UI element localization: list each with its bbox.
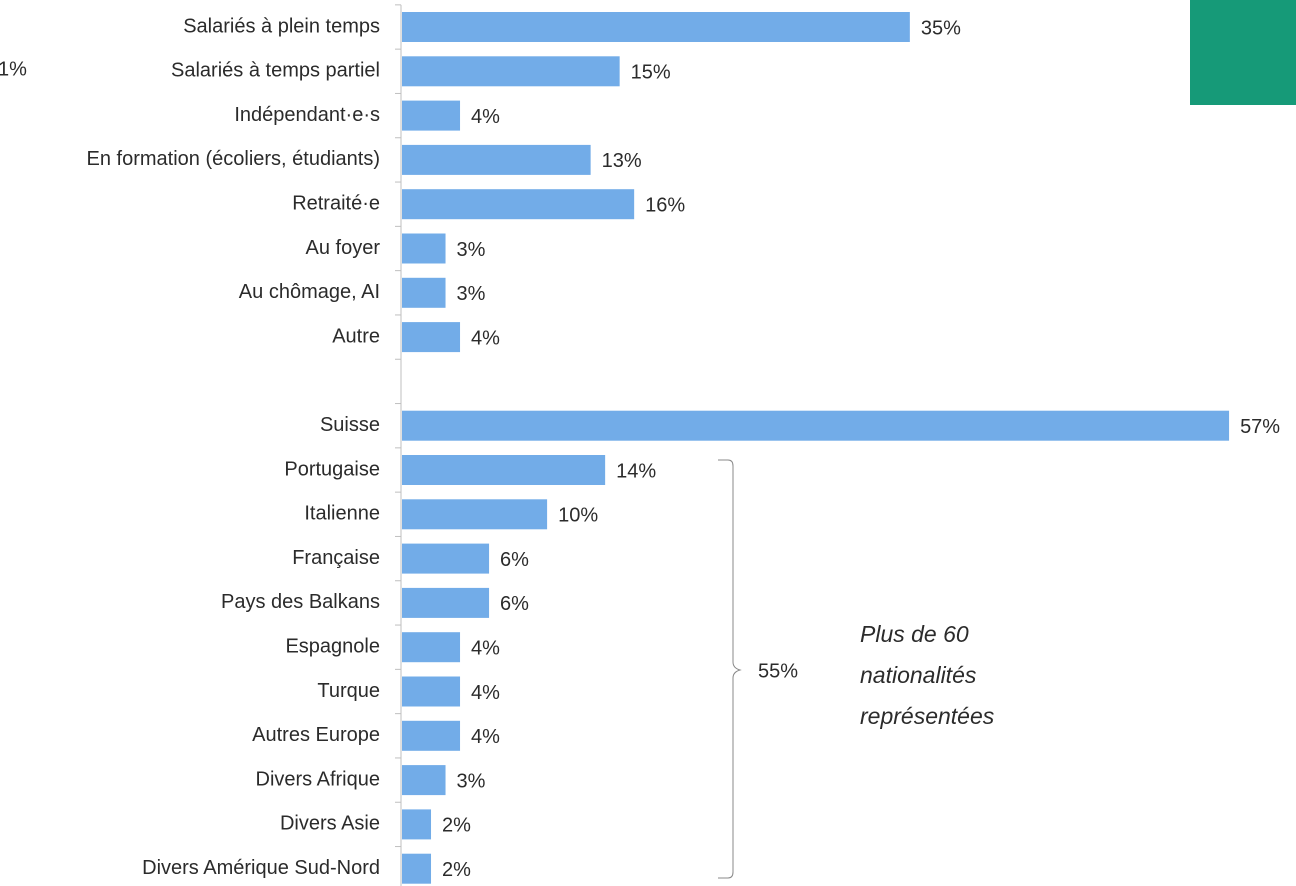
bar [402, 676, 461, 707]
y-tick-label: Autre [332, 325, 380, 347]
y-tick-label: Autres Europe [252, 724, 380, 746]
y-tick-label: Au foyer [306, 237, 381, 259]
y-tick-label: Turque [317, 680, 380, 702]
y-tick-label: Indépendant·e·s [234, 104, 380, 126]
note-line: Plus de 60 [860, 621, 969, 647]
bar [402, 277, 446, 308]
bar [402, 543, 490, 574]
y-tick-label: Espagnole [285, 635, 380, 657]
value-label: 15% [631, 62, 671, 84]
bar [402, 455, 606, 485]
cropped-label: 1% [0, 58, 27, 80]
bar [402, 322, 461, 353]
y-tick-label: Salariés à plein temps [183, 15, 380, 37]
bar [402, 720, 461, 751]
bar [402, 233, 446, 264]
bracket-label: 55% [758, 660, 798, 682]
bar [402, 765, 446, 796]
value-label: 13% [602, 150, 642, 172]
value-label: 3% [457, 770, 486, 792]
bar [402, 144, 591, 175]
value-label: 6% [500, 593, 529, 615]
decor-block [1190, 0, 1296, 105]
y-tick-label: Salariés à temps partiel [171, 60, 380, 82]
value-label: 4% [471, 106, 500, 128]
y-tick-label: Portugaise [284, 458, 380, 480]
value-label: 4% [471, 726, 500, 748]
bracket [718, 459, 742, 879]
bar [402, 587, 490, 618]
y-tick-label: Divers Amérique Sud-Nord [142, 857, 380, 879]
y-tick-label: Divers Afrique [256, 768, 381, 790]
bar [402, 189, 635, 220]
value-label: 57% [1240, 416, 1280, 438]
value-label: 35% [921, 17, 961, 39]
y-tick-label: Italienne [304, 503, 380, 525]
value-label: 4% [471, 327, 500, 349]
value-label: 2% [442, 815, 471, 837]
bar [402, 809, 432, 840]
bar [402, 410, 1230, 441]
value-label: 3% [457, 239, 486, 261]
y-tick-label: Pays des Balkans [221, 591, 380, 613]
bar [402, 56, 620, 87]
value-label: 14% [616, 460, 656, 482]
y-tick-label: Suisse [320, 414, 380, 436]
bar [402, 12, 910, 42]
note-line: représentées [860, 703, 995, 729]
bar [402, 853, 432, 884]
value-label: 10% [558, 505, 598, 527]
value-label: 16% [645, 194, 685, 216]
y-tick-label: Au chômage, AI [239, 281, 380, 303]
value-label: 6% [500, 549, 529, 571]
bar [402, 100, 461, 131]
y-tick-label: En formation (écoliers, étudiants) [87, 148, 380, 170]
value-label: 2% [442, 859, 471, 881]
bar [402, 632, 461, 663]
value-label: 4% [471, 637, 500, 659]
value-label: 3% [457, 283, 486, 305]
y-tick-label: Retraité·e [292, 192, 380, 214]
y-tick-label: Française [292, 547, 380, 569]
y-tick-label: Divers Asie [280, 813, 380, 835]
note-line: nationalités [860, 662, 977, 688]
value-label: 4% [471, 682, 500, 704]
bar [402, 499, 548, 530]
